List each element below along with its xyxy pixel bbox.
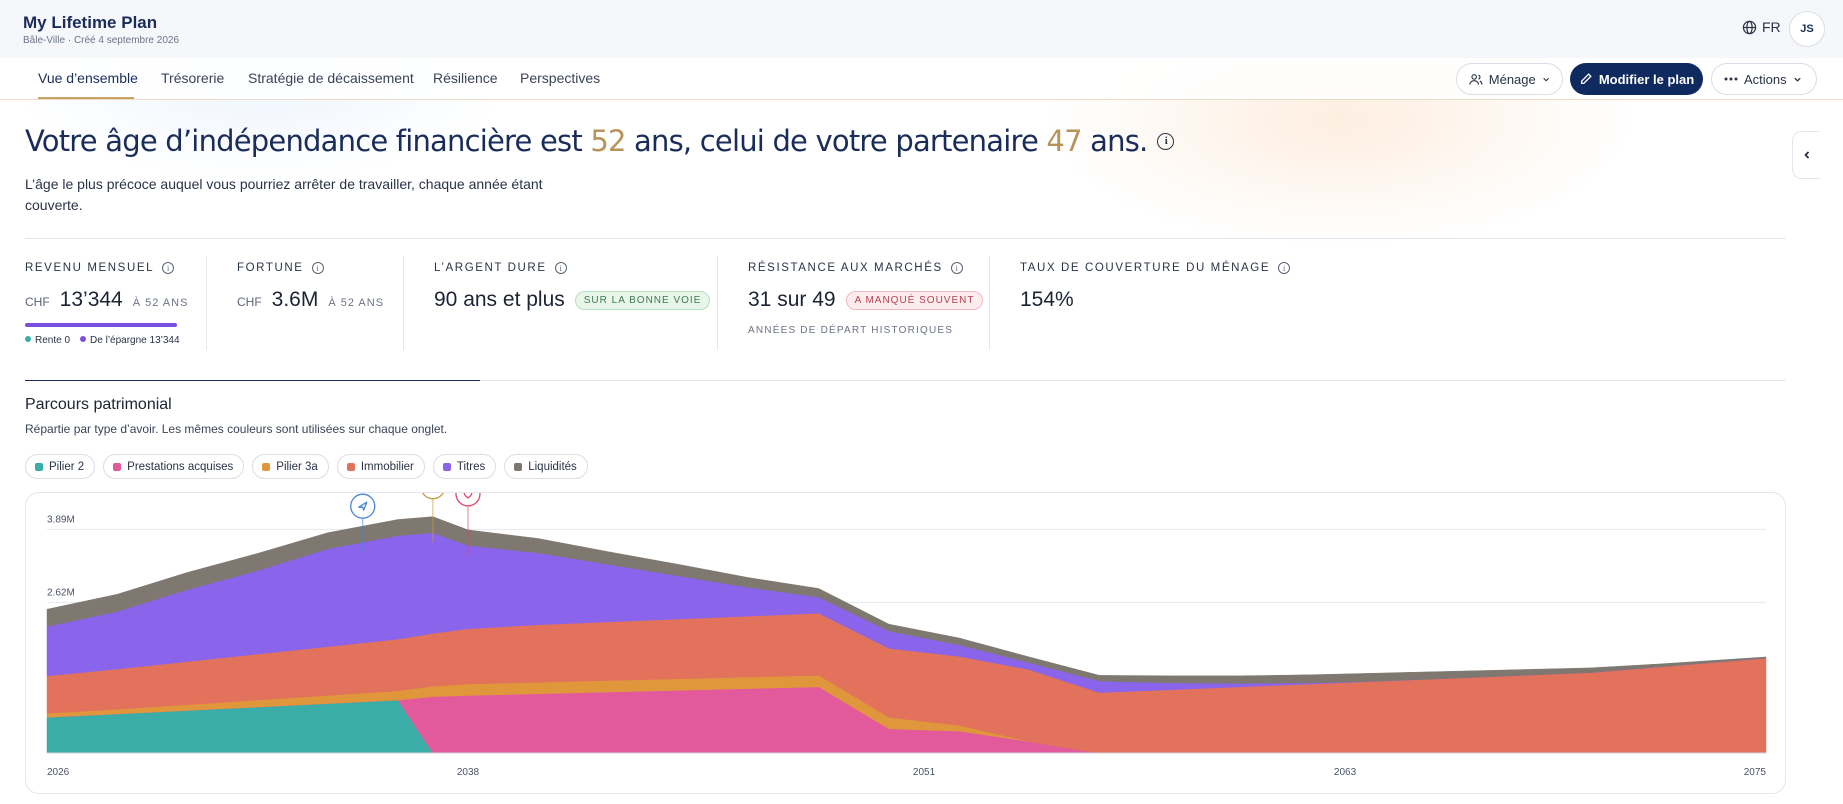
actions-label: Actions <box>1744 71 1787 87</box>
area-series-6[interactable] <box>46 516 1767 684</box>
chip-titres[interactable]: Titres <box>432 454 497 479</box>
status-badge: SUR LA BONNE VOIE <box>574 291 711 310</box>
tab-resilience[interactable]: Résilience <box>433 70 498 86</box>
status-badge: A MANQUÉ SOUVENT <box>845 291 984 310</box>
info-icon[interactable]: i <box>554 262 567 274</box>
tab-perspectives[interactable]: Perspectives <box>520 70 601 86</box>
metric-value: 3.6M <box>271 288 319 311</box>
metric-separator <box>717 256 718 350</box>
metric-value: 31 sur 49 <box>748 288 836 311</box>
section-subtitle: Répartie par type d’avoir. Les mêmes cou… <box>25 422 448 436</box>
asset-legend-chips: Pilier 2 Prestations acquises Pilier 3a … <box>25 454 588 479</box>
x-tick-label: 2075 <box>1744 767 1767 778</box>
info-icon[interactable]: i <box>311 262 324 274</box>
household-dropdown[interactable]: Ménage <box>1456 63 1563 95</box>
metric-separator <box>403 256 404 350</box>
user-avatar[interactable]: JS <box>1789 11 1825 47</box>
chevron-down-icon <box>1793 77 1801 82</box>
metric-separator <box>206 256 207 350</box>
x-tick-label: 2038 <box>457 767 480 778</box>
language-label: FR <box>1762 19 1781 35</box>
income-split-bar <box>25 323 177 327</box>
actions-dropdown[interactable]: Actions <box>1711 63 1817 95</box>
tab-overview[interactable]: Vue d’ensemble <box>38 70 138 86</box>
metric-value: 90 ans et plus <box>434 288 565 311</box>
metric-value: 13’344 <box>59 288 123 311</box>
chip-pilier-2[interactable]: Pilier 2 <box>25 454 96 479</box>
age-note: À 52 ANS <box>132 297 189 309</box>
edit-plan-button[interactable]: Modifier le plan <box>1570 63 1703 95</box>
chip-immobilier[interactable]: Immobilier <box>336 454 425 479</box>
chip-prestations[interactable]: Prestations acquises <box>103 454 245 479</box>
section-title: Parcours patrimonial <box>25 396 172 413</box>
top-header: My Lifetime Plan Bâle-Ville · Créé 4 sep… <box>0 0 1843 58</box>
metric-coverage-rate: TAUX DE COUVERTURE DU MÉNAGE i 154% <box>1020 262 1291 312</box>
metric-label: REVENU MENSUEL <box>25 262 155 274</box>
metric-sub-label: ANNÉES DE DÉPART HISTORIQUES <box>748 325 954 336</box>
chip-liquidites[interactable]: Liquidités <box>504 454 588 479</box>
age-note: À 52 ANS <box>328 297 385 309</box>
x-tick-label: 2063 <box>1334 767 1357 778</box>
app-title: My Lifetime Plan <box>23 13 158 32</box>
fi-age-partner: 47 <box>1046 124 1082 158</box>
fi-age-description: L’âge le plus précoce auquel vous pourri… <box>25 176 543 213</box>
metric-label: FORTUNE <box>237 262 304 274</box>
heart-marker[interactable] <box>455 493 481 507</box>
users-icon <box>1469 73 1483 85</box>
metric-value: 154% <box>1020 288 1074 311</box>
fi-age-self: 52 <box>590 124 626 158</box>
headline-text-2: ans, celui de votre partenaire <box>625 124 1047 158</box>
info-icon[interactable]: i <box>1278 262 1291 274</box>
chevron-down-icon <box>1542 77 1549 82</box>
tab-treasury[interactable]: Trésorerie <box>161 70 225 86</box>
chevron-left-icon <box>1803 151 1809 159</box>
tab-withdrawal-strategy[interactable]: Stratégie de décaissement <box>248 70 414 86</box>
legend-epargne: De l’épargne 13’344 <box>80 335 180 346</box>
divider <box>25 380 1786 381</box>
app-subtitle: Bâle-Ville · Créé 4 septembre 2026 <box>23 35 180 46</box>
divider <box>25 238 1786 239</box>
metric-label: RÉSISTANCE AUX MARCHÉS <box>748 262 943 274</box>
pencil-icon <box>1580 73 1592 85</box>
more-horizontal-icon <box>1724 77 1738 81</box>
side-panel-toggle[interactable] <box>1792 131 1820 179</box>
info-icon[interactable]: i <box>1157 132 1175 150</box>
divider-accent <box>25 380 480 381</box>
household-label: Ménage <box>1488 71 1536 87</box>
y-tick-label: 3.89M <box>47 514 75 525</box>
active-tab-indicator <box>38 97 134 99</box>
currency-label: CHF <box>237 295 262 309</box>
info-icon[interactable]: i <box>950 262 963 274</box>
chip-pilier-3a[interactable]: Pilier 3a <box>252 454 329 479</box>
info-icon[interactable]: i <box>162 262 175 274</box>
paper-plane-marker[interactable] <box>350 493 376 519</box>
headline-text-1: Votre âge d’indépendance financière est <box>25 124 591 158</box>
main-nav: Vue d’ensemble Trésorerie Stratégie de d… <box>0 58 1843 100</box>
x-tick-label: 2026 <box>47 767 70 778</box>
currency-label: CHF <box>25 295 50 309</box>
x-tick-label: 2051 <box>913 767 936 778</box>
metric-label: L’ARGENT DURE <box>434 262 547 274</box>
metric-market-resistance: RÉSISTANCE AUX MARCHÉS i 31 sur 49 A MANQ… <box>748 262 984 336</box>
metric-wealth: FORTUNE i CHF 3.6M À 52 ANS <box>237 262 384 312</box>
legend-rente: Rente 0 <box>25 335 70 346</box>
metric-separator <box>989 256 990 350</box>
globe-icon <box>1742 20 1757 34</box>
metric-money-lasts: L’ARGENT DURE i 90 ans et plus SUR LA BON… <box>434 262 711 313</box>
edit-plan-label: Modifier le plan <box>1598 71 1695 87</box>
fi-age-headline: Votre âge d’indépendance financière est … <box>25 124 1175 158</box>
language-switcher[interactable]: FR <box>1742 19 1781 35</box>
umbrella-marker[interactable] <box>421 493 445 500</box>
headline-text-3: ans. <box>1081 124 1148 158</box>
y-tick-label: 2.62M <box>47 587 75 598</box>
metric-label: TAUX DE COUVERTURE DU MÉNAGE <box>1020 262 1271 274</box>
metric-monthly-income: REVENU MENSUEL i CHF 13’344 À 52 ANS Rent… <box>25 262 188 346</box>
